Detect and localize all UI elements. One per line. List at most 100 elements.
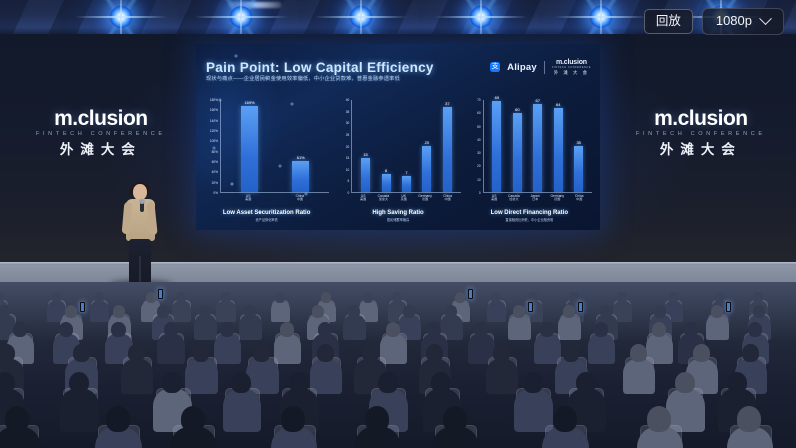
bar-value-label: 67 bbox=[535, 97, 541, 103]
y-axis-tick: 20 bbox=[345, 144, 350, 149]
bar bbox=[422, 146, 432, 193]
audience-body bbox=[726, 426, 774, 448]
y-axis-tick: 20 bbox=[477, 164, 481, 169]
presentation-screen: Pain Point: Low Capital Efficiency 现状与痛点… bbox=[196, 44, 600, 230]
bar bbox=[361, 157, 371, 193]
audience-head bbox=[231, 372, 252, 394]
logo-tagline: FINTECH CONFERENCE bbox=[36, 131, 166, 137]
y-axis-tick: 70 bbox=[477, 98, 481, 102]
audience-head bbox=[281, 406, 306, 432]
conference-logo-right: m.clusion FINTECH CONFERENCE 外滩大会 bbox=[636, 108, 766, 156]
audience-head bbox=[128, 344, 146, 362]
y-axis: 0 5 10 15 20 25 30 35 40 bbox=[335, 98, 351, 195]
audience-phone bbox=[526, 301, 534, 313]
audience-head bbox=[180, 406, 205, 432]
audience-head bbox=[145, 292, 156, 303]
chart-title: High Saving Ratio bbox=[372, 210, 424, 216]
slide-subtitle: 现状与痛点——企业居民资金使用效率偏低，中小企业贷款难，普惠金融参透率低 bbox=[206, 76, 400, 82]
replay-button[interactable]: 回放 bbox=[643, 9, 693, 34]
audience-head bbox=[220, 292, 231, 303]
quality-selector[interactable]: 1080p bbox=[701, 8, 784, 35]
audience-phone bbox=[466, 288, 474, 300]
y-axis-tick: 35 bbox=[345, 109, 350, 114]
audience-phone bbox=[577, 301, 585, 313]
audience-body bbox=[432, 426, 479, 448]
audience-head bbox=[243, 305, 256, 318]
speaker-leg-gap bbox=[139, 256, 141, 284]
audience-head bbox=[320, 292, 331, 303]
audience-head bbox=[427, 322, 442, 337]
x-tick-en: Canada bbox=[508, 194, 520, 199]
x-tick-cn: 加拿大 bbox=[378, 197, 389, 202]
chart-title-cn: 居民储蓄率偏高 bbox=[386, 218, 410, 222]
audience-body bbox=[238, 315, 262, 341]
y-axis-tick: 180% bbox=[209, 98, 218, 102]
x-tick-cn: 中国 bbox=[576, 197, 583, 202]
audience-head bbox=[693, 344, 710, 362]
brand-divider bbox=[543, 60, 545, 74]
audience-head bbox=[198, 305, 211, 318]
audience-body bbox=[157, 334, 185, 365]
slide-title: Pain Point: Low Capital Efficiency bbox=[206, 60, 434, 75]
audience-head bbox=[527, 292, 538, 303]
bar bbox=[381, 173, 391, 193]
audience-head bbox=[279, 322, 294, 337]
audience-head bbox=[312, 305, 325, 318]
bar bbox=[574, 146, 584, 193]
x-tick-en: Germany bbox=[418, 194, 432, 199]
y-axis-tick: 60 bbox=[477, 111, 481, 116]
audience-head bbox=[317, 344, 334, 362]
audience-head bbox=[568, 292, 579, 303]
audience-body bbox=[665, 389, 705, 432]
alipay-icon bbox=[490, 61, 501, 72]
audience-head bbox=[274, 292, 285, 303]
bar-value-label: 69 bbox=[494, 95, 500, 101]
audience-head bbox=[69, 372, 90, 394]
logo-wordmark: m.clusion bbox=[654, 107, 748, 130]
stage-floor-edge bbox=[0, 262, 796, 265]
bar-value-label: 35 bbox=[576, 140, 581, 146]
stage-spotlight bbox=[110, 6, 132, 28]
x-axis-tick: UK 英国 bbox=[401, 194, 407, 202]
chevron-down-icon bbox=[759, 12, 772, 26]
x-tick-en: UK bbox=[401, 194, 407, 199]
chart-title: Low Direct Financing Ratio bbox=[490, 210, 568, 216]
bar-item: 169% bbox=[241, 100, 259, 193]
stage-spotlight bbox=[470, 6, 492, 28]
x-tick-en: US bbox=[491, 194, 497, 199]
x-tick-en: US bbox=[360, 194, 366, 199]
slide-brand-bar: Alipay m.clusion FINTECH CONFERENCE 外 滩 … bbox=[490, 59, 591, 75]
y-axis: 0 10 20 30 40 50 60 70 bbox=[467, 98, 483, 195]
bar bbox=[553, 107, 563, 193]
audience-head bbox=[402, 305, 415, 318]
audience-head bbox=[0, 344, 16, 362]
audience-head bbox=[668, 292, 679, 303]
microphone-head bbox=[139, 199, 145, 204]
audience-head bbox=[737, 406, 762, 432]
x-tick-cn: 美国 bbox=[245, 197, 252, 202]
audience-head bbox=[575, 372, 596, 394]
y-axis-tick: 20% bbox=[211, 180, 218, 185]
audience-body bbox=[47, 300, 67, 322]
x-axis-labels: US 美国 China 中国 bbox=[220, 193, 329, 202]
x-axis-tick: China 中国 bbox=[443, 194, 452, 202]
audience-head bbox=[386, 322, 401, 337]
x-tick-en: Japan bbox=[530, 194, 540, 199]
audience-body bbox=[354, 426, 401, 448]
audience-head bbox=[156, 305, 169, 318]
strip-light bbox=[228, 2, 282, 8]
y-axis-tick: 100% bbox=[209, 139, 218, 144]
chart-plot-area: 0% 20% 40% 60% 80% 100% 120% 140% 160% 180% 169% 61… bbox=[204, 98, 330, 195]
chart-title: Low Asset Securitization Ratio bbox=[222, 210, 311, 216]
audience-head bbox=[113, 305, 126, 318]
bar-item: 8 bbox=[381, 100, 391, 193]
bar-value-label: 61% bbox=[296, 154, 305, 160]
chart-title-block: Low Asset Securitization Ratio 资产证券化率低 bbox=[204, 210, 329, 222]
audience-head bbox=[361, 344, 379, 362]
bar bbox=[241, 105, 259, 193]
audience-head bbox=[392, 292, 403, 303]
x-axis-tick: Germany 德国 bbox=[418, 194, 432, 202]
bar bbox=[401, 175, 411, 193]
x-tick-en: Canada bbox=[377, 194, 390, 199]
stage-spotlight bbox=[590, 6, 612, 28]
